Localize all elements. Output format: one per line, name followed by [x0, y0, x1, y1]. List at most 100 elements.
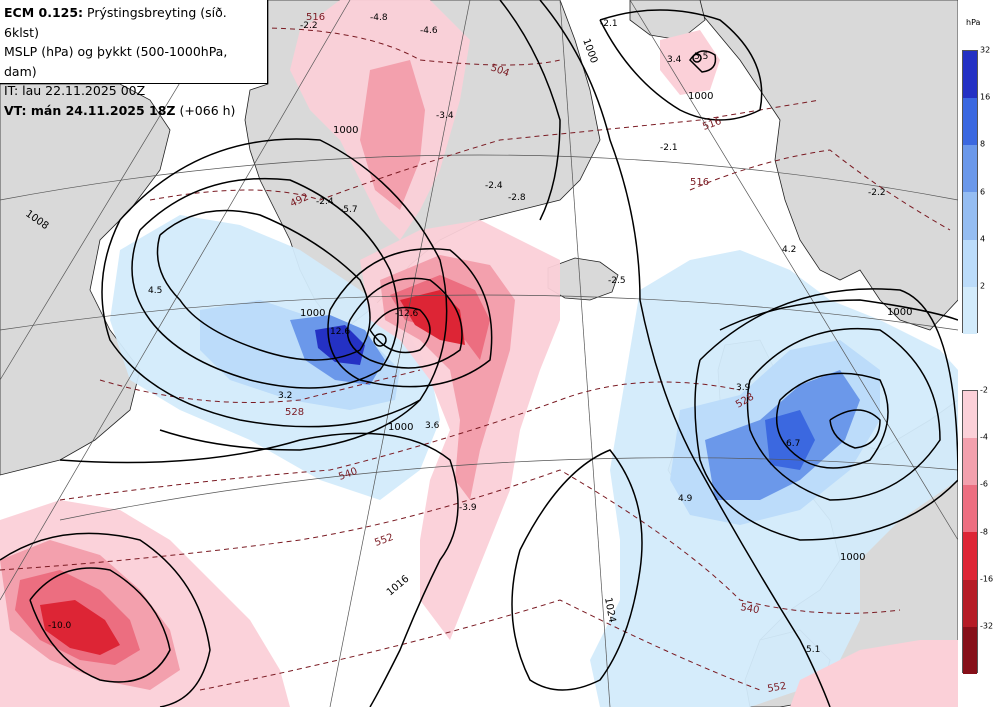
weather-map: -2.2 -4.8 -4.6 -2.1 3.4 5.5 -3.4 -2.1 -2…: [0, 0, 958, 707]
fields-line: MSLP (hPa) og þykkt (500-1000hPa, dam): [4, 44, 228, 79]
thickness-line: [199, 599, 761, 691]
isobar: [131, 177, 399, 389]
longitude-line: [329, 0, 471, 707]
colorbar-tick-label: 32: [980, 45, 991, 55]
isobar: [369, 306, 431, 354]
colorbar-legend: hPa 32 16 8 6 4 2 -2 -4 -6 -8 -16 -32: [958, 0, 1000, 707]
pressure-change-label: -5.7: [340, 205, 358, 215]
colorbar-swatch: [963, 626, 977, 674]
pressure-change-label: 12.6: [330, 327, 350, 337]
thickness-label: 552: [767, 681, 788, 695]
isobar: [327, 248, 493, 388]
init-time-line: IT: lau 22.11.2025 00Z: [4, 83, 146, 98]
colorbar-swatch: [963, 532, 977, 580]
isobar: [746, 327, 941, 501]
colorbar-tick-label: 2: [980, 281, 986, 291]
fall-core-denmark-strait: [400, 290, 465, 345]
isobar: [59, 432, 459, 707]
thickness-label: 516: [690, 177, 709, 188]
pressure-change-label: -2.4: [316, 197, 334, 207]
pressure-change-label: -10.0: [48, 621, 72, 631]
isobar: [0, 532, 211, 707]
pressure-change-label: -2.4: [485, 181, 503, 191]
colorbar-tick-label: 8: [980, 139, 986, 149]
isobar: [29, 567, 171, 683]
isobar: [829, 409, 881, 449]
pressure-change-label: -3.9: [459, 503, 477, 513]
fall-zone-europe-south: [790, 640, 958, 707]
extremum-marks: [373, 53, 702, 347]
pressure-change-label: -2.5: [608, 276, 626, 286]
colorbar-swatch: [963, 192, 977, 240]
graticule: [0, 0, 958, 707]
pressure-change-label: 3.9: [736, 383, 751, 393]
colorbar-tick-label: -6: [980, 479, 988, 489]
colorbar-tick-label: -4: [980, 432, 988, 442]
colorbar-tick-label: 4: [980, 234, 986, 244]
high-center-mark: [692, 53, 702, 63]
isobar-label: 1000: [388, 422, 413, 433]
isobar-label: 1000: [688, 91, 713, 102]
colorbar-tick-label: -8: [980, 527, 988, 536]
thickness-label: 516: [306, 12, 325, 23]
isobars: [0, 0, 958, 707]
pressure-change-label: -2.1: [600, 19, 618, 29]
pressure-change-label: -2.1: [660, 143, 678, 153]
isobar: [775, 372, 889, 469]
thickness-label: 528: [285, 407, 304, 418]
thickness-line: [99, 369, 421, 403]
pressure-change-label: -4.6: [420, 26, 438, 36]
isobar-label: 1000: [887, 307, 912, 318]
pressure-change-label: 4.9: [678, 494, 693, 504]
isobar-label: 1000: [840, 552, 865, 563]
colorbar-swatch: [963, 286, 977, 334]
thickness-label: 552: [373, 532, 395, 549]
isobar-label: 1000: [333, 125, 358, 136]
forecast-hour: (+066 h): [179, 102, 236, 118]
colorbar-swatch: [963, 239, 977, 287]
colorbar-swatch: [963, 98, 977, 146]
pressure-change-label: 3.2: [278, 391, 292, 401]
isobar-label: 1000: [300, 308, 325, 319]
isobar: [156, 209, 371, 361]
rise-colorbar: [962, 50, 978, 334]
colorbar-swatch: [963, 438, 977, 486]
thickness-line: [199, 27, 561, 66]
fall-zone-northeast: [660, 30, 720, 95]
pressure-change-label: 5.1: [806, 645, 820, 655]
isobar: [694, 288, 958, 541]
fall-core-southwest: [40, 600, 120, 655]
latitude-line: [0, 154, 958, 201]
pressure-change-label: 6.7: [786, 439, 800, 449]
pressure-change-label: 3.6: [425, 421, 440, 431]
isobar-label: 1024: [602, 597, 617, 624]
isobar: [511, 449, 643, 691]
colorbar-swatch: [963, 391, 977, 439]
fall-colorbar: [962, 390, 978, 674]
pressure-change-label: 4.5: [148, 286, 162, 296]
valid-time-line: VT: mán 24.11.2025 18Z (+066 h): [4, 101, 263, 121]
isobar-label: 1016: [385, 574, 412, 599]
fall-zone-greenland-east-2: [360, 60, 425, 210]
thickness-line: [0, 469, 901, 614]
isobar: [689, 50, 717, 73]
pressure-change-label: -2.2: [300, 21, 318, 31]
colorbar-swatch: [963, 485, 977, 533]
map-canvas: -2.2 -4.8 -4.6 -2.1 3.4 5.5 -3.4 -2.1 -2…: [0, 0, 958, 707]
isobar: [499, 0, 561, 221]
pressure-change-label: -3.4: [436, 111, 454, 121]
isobar-label: 1000: [580, 37, 599, 65]
isobar: [719, 299, 958, 331]
product-name: Prýstingsbreyting (síð. 6klst): [4, 5, 227, 40]
pressure-change-shading: [0, 0, 958, 707]
longitude-line: [0, 0, 351, 601]
isobar: [539, 0, 831, 707]
thickness-line: [149, 99, 821, 201]
thickness-line: [59, 381, 741, 501]
thickness-label: 540: [739, 602, 760, 616]
pressure-change-label: 4.2: [782, 245, 796, 255]
pressure-change-label: -2.8: [508, 193, 526, 203]
colorbar-swatch: [963, 51, 977, 99]
latitude-line: [59, 457, 958, 521]
isobar: [599, 9, 763, 121]
